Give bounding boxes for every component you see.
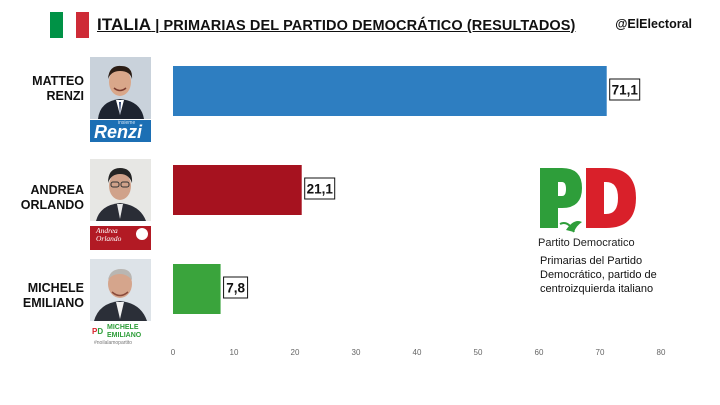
candidate-name-emiliano: MICHELE EMILIANO <box>22 281 84 310</box>
andrea-orlando-photo <box>90 159 151 221</box>
x-tick-label-30: 30 <box>352 348 361 357</box>
data-label-box-2 <box>304 177 336 200</box>
party-logo-text: Partito Democratico <box>538 237 635 249</box>
title-text: | PRIMARIAS DEL PARTIDO DEMOCRÁTICO (RES… <box>155 18 576 34</box>
data-label-box-1 <box>609 78 641 101</box>
italy-flag-icon <box>50 12 89 38</box>
data-label-1: 71,1 <box>612 83 639 98</box>
renzi-logo-prefix: insieme <box>118 120 136 126</box>
twitter-handle: @ElElectoral <box>615 17 692 31</box>
renzi-campaign-logo: insieme Renzi <box>90 120 151 142</box>
bar-3 <box>173 264 221 314</box>
bar-1 <box>173 66 607 116</box>
candidate-name-orlando: ANDREA ORLANDO <box>20 183 84 212</box>
x-tick-label-50: 50 <box>474 348 483 357</box>
flag-green-stripe <box>50 12 63 38</box>
orlando-campaign-logo: Andrea Orlando <box>90 226 151 250</box>
candidate-name-renzi: MATTEO RENZI <box>32 74 84 103</box>
renzi-logo-text: Renzi <box>94 122 143 142</box>
x-tick-label-20: 20 <box>291 348 300 357</box>
x-tick-label-60: 60 <box>535 348 544 357</box>
matteo-renzi-photo <box>90 57 151 119</box>
x-tick-label-40: 40 <box>413 348 422 357</box>
partito-democratico-logo-icon <box>540 168 636 233</box>
x-tick-label-0: 0 <box>171 348 176 357</box>
x-tick-label-10: 10 <box>230 348 239 357</box>
data-label-3: 7,8 <box>226 281 245 296</box>
orlando-logo-text: Andrea Orlando <box>96 226 122 243</box>
emiliano-logo-text: MICHELE EMILIANO <box>107 324 142 339</box>
michele-emiliano-photo <box>90 259 151 321</box>
data-label-box-3 <box>223 276 249 299</box>
orlando-pd-badge-icon <box>136 228 148 240</box>
bar-2 <box>173 165 302 215</box>
data-label-2: 21,1 <box>307 182 334 197</box>
flag-white-stripe <box>63 12 76 38</box>
emiliano-pd-icon: PD <box>92 327 104 336</box>
emiliano-logo-tag: #noilalamopartito <box>94 340 133 346</box>
chart-title: ITALIA | PRIMARIAS DEL PARTIDO DEMOCRÁTI… <box>97 15 575 35</box>
country-label: ITALIA <box>97 15 152 34</box>
flag-red-stripe <box>76 12 89 38</box>
emiliano-campaign-logo: PD MICHELE EMILIANO #noilalamopartito <box>90 324 151 346</box>
x-tick-label-80: 80 <box>657 348 666 357</box>
party-note: Primarias del Partido Democrático, parti… <box>540 255 657 295</box>
x-tick-label-70: 70 <box>596 348 605 357</box>
